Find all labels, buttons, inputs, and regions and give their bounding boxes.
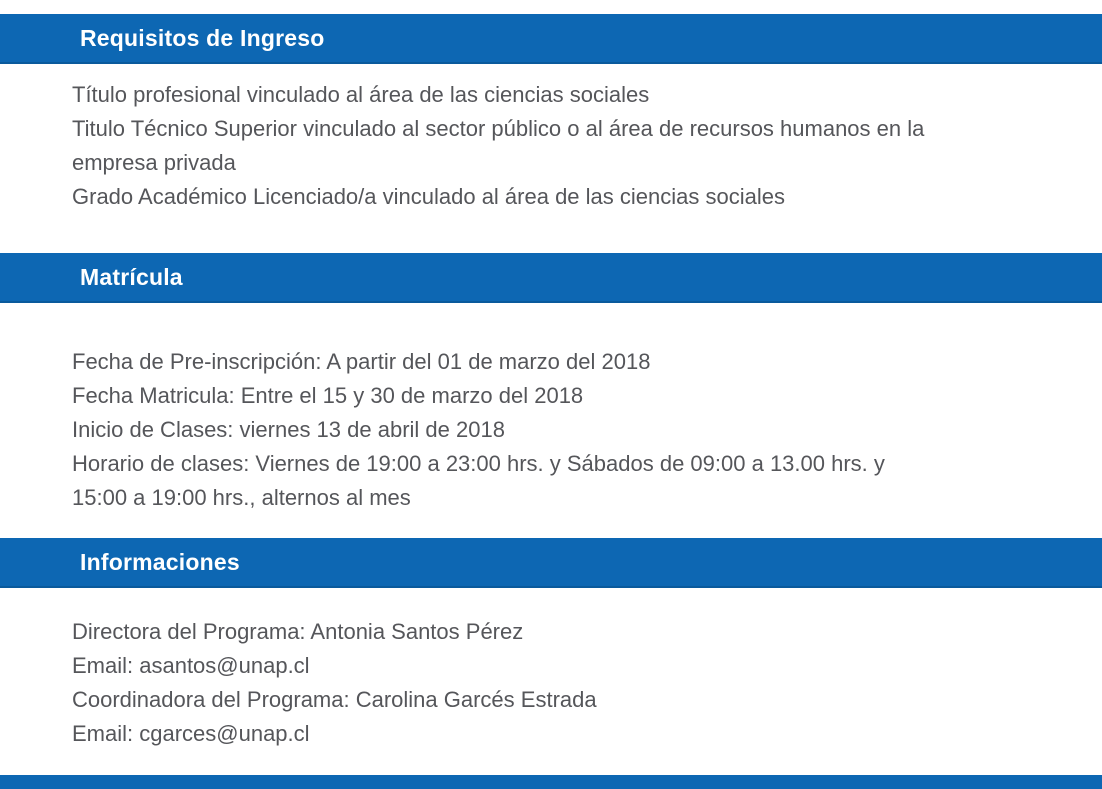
text-line: 15:00 a 19:00 hrs., alternos al mes	[72, 485, 411, 510]
text-line: Horario de clases: Viernes de 19:00 a 23…	[72, 451, 885, 476]
section-title: Matrícula	[80, 263, 183, 290]
text-line: Título profesional vinculado al área de …	[72, 82, 650, 107]
text-line: Coordinadora del Programa: Carolina Garc…	[72, 687, 597, 712]
text-line: Email: cgarces@unap.cl	[72, 721, 310, 746]
text-line: Inicio de Clases: viernes 13 de abril de…	[72, 417, 505, 442]
text-line: Titulo Técnico Superior vinculado al sec…	[72, 116, 925, 141]
text-line: Fecha de Pre-inscripción: A partir del 0…	[72, 349, 651, 374]
text-line: Directora del Programa: Antonia Santos P…	[72, 619, 524, 644]
text-line: Grado Académico Licenciado/a vinculado a…	[72, 184, 785, 209]
section-body: Directora del Programa: Antonia Santos P…	[0, 615, 1102, 751]
section-header-bar: Requisitos de Ingreso	[0, 14, 1102, 64]
content-section-2: Informaciones Directora del Programa: An…	[0, 538, 1102, 751]
section-body: Fecha de Pre-inscripción: A partir del 0…	[0, 345, 1102, 515]
section-header-bar: Matrícula	[0, 253, 1102, 303]
content-section-0: Requisitos de Ingreso Título profesional…	[0, 14, 1102, 214]
text-line: Fecha Matricula: Entre el 15 y 30 de mar…	[72, 383, 584, 408]
text-line: empresa privada	[72, 150, 236, 175]
section-title: Requisitos de Ingreso	[80, 24, 325, 51]
partial-section-bar	[0, 775, 1102, 789]
section-header-bar: Informaciones	[0, 538, 1102, 588]
content-section-1: Matrícula Fecha de Pre-inscripción: A pa…	[0, 253, 1102, 515]
text-line: Email: asantos@unap.cl	[72, 653, 310, 678]
section-title: Informaciones	[80, 548, 240, 575]
section-body: Título profesional vinculado al área de …	[0, 78, 1102, 214]
